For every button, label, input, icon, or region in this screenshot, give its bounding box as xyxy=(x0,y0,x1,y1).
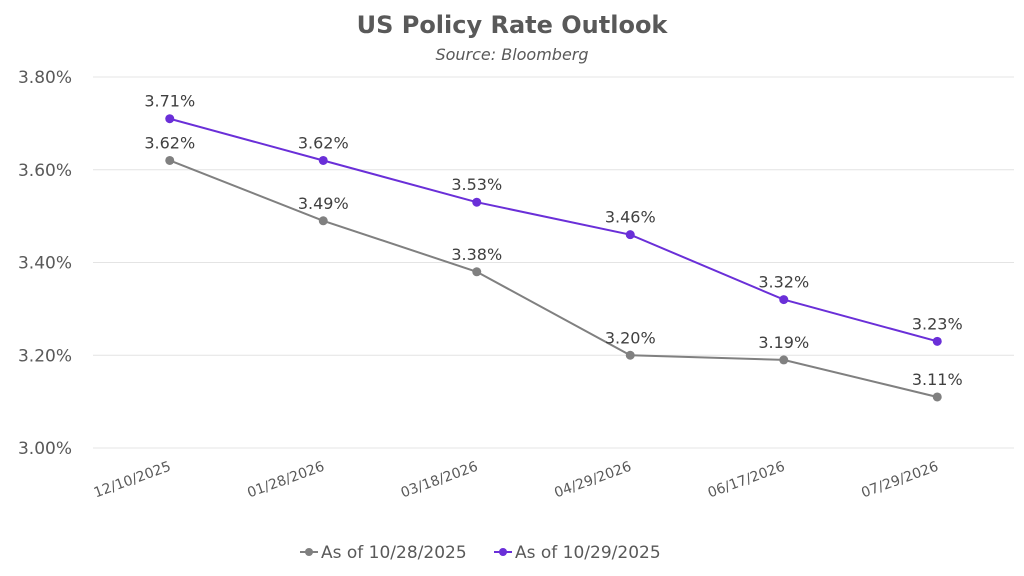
legend-marker xyxy=(499,548,507,556)
legend-label: As of 10/29/2025 xyxy=(515,543,661,563)
data-label: 3.19% xyxy=(758,333,809,352)
legend-item: As of 10/29/2025 xyxy=(494,543,661,563)
legend-item: As of 10/28/2025 xyxy=(300,543,467,563)
y-tick-label: 3.80% xyxy=(18,68,72,88)
x-tick-label: 01/28/2026 xyxy=(245,459,326,502)
series-group: 3.62% 3.49% 3.38% 3.20% 3.19% 3.11% 3.71% 3.62%… xyxy=(144,92,963,402)
x-tick-label: 04/29/2026 xyxy=(552,459,633,502)
x-tick-label: 06/17/2026 xyxy=(706,459,787,502)
data-point xyxy=(472,197,482,207)
data-label: 3.11% xyxy=(912,370,963,389)
data-point xyxy=(779,295,789,305)
chart-subtitle: Source: Bloomberg xyxy=(435,45,588,64)
data-label: 3.23% xyxy=(912,314,963,333)
series-1: 3.62% 3.49% 3.38% 3.20% 3.19% 3.11% xyxy=(144,133,963,402)
y-tick-label: 3.00% xyxy=(18,439,72,459)
x-tick-label: 07/29/2026 xyxy=(859,459,940,502)
data-point xyxy=(472,267,482,277)
data-label: 3.53% xyxy=(451,175,502,194)
y-tick-label: 3.40% xyxy=(18,254,72,274)
data-label: 3.38% xyxy=(451,245,502,264)
x-axis: 12/10/2025 01/28/2026 03/18/2026 04/29/2026… xyxy=(92,459,941,502)
chart-title: US Policy Rate Outlook xyxy=(357,11,669,39)
y-tick-label: 3.20% xyxy=(18,346,72,366)
data-point xyxy=(165,114,175,124)
data-point xyxy=(932,336,942,346)
gridlines xyxy=(93,76,1014,449)
data-point xyxy=(318,216,328,226)
series-line xyxy=(169,159,938,398)
data-point xyxy=(625,350,635,360)
x-tick-label: 12/10/2025 xyxy=(92,459,173,502)
data-label: 3.71% xyxy=(144,92,195,111)
data-label: 3.62% xyxy=(144,133,195,152)
data-point xyxy=(165,155,175,165)
data-label: 3.32% xyxy=(758,273,809,292)
y-axis: 3.00% 3.20% 3.40% 3.60% 3.80% xyxy=(18,68,72,459)
x-tick-label: 03/18/2026 xyxy=(399,459,480,502)
legend-label: As of 10/28/2025 xyxy=(321,543,467,563)
data-point xyxy=(625,230,635,240)
data-point xyxy=(779,355,789,365)
legend: As of 10/28/2025 As of 10/29/2025 xyxy=(300,543,661,563)
series-line xyxy=(169,117,938,343)
legend-marker xyxy=(305,548,313,556)
data-point xyxy=(932,392,942,402)
data-label: 3.62% xyxy=(298,133,349,152)
series-2: 3.71% 3.62% 3.53% 3.46% 3.32% 3.23% xyxy=(144,92,963,346)
data-label: 3.20% xyxy=(605,328,656,347)
data-label: 3.46% xyxy=(605,208,656,227)
y-tick-label: 3.60% xyxy=(18,161,72,181)
data-label: 3.49% xyxy=(298,194,349,213)
data-point xyxy=(318,155,328,165)
